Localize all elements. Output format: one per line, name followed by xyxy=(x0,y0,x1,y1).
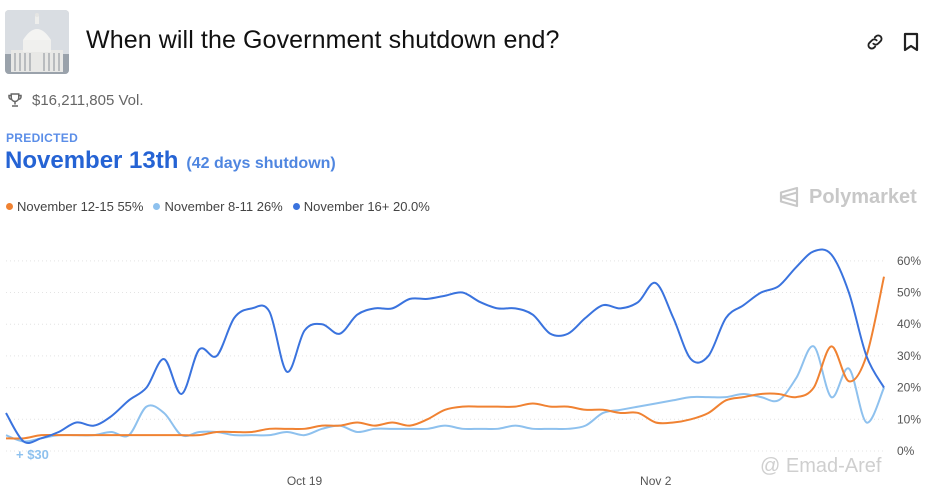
series-lines xyxy=(5,248,885,444)
y-tick-label: 30% xyxy=(897,349,921,363)
legend-item-nov-16-plus[interactable]: November 16+ 20.0% xyxy=(292,199,430,214)
legend-dot xyxy=(6,203,13,210)
series-line-november-16-[interactable] xyxy=(5,248,885,444)
x-tick-label: Nov 2 xyxy=(640,474,672,488)
predicted-value: November 13th xyxy=(5,147,179,174)
link-icon xyxy=(867,34,883,50)
legend-label: November 12-15 55% xyxy=(17,199,144,214)
y-tick-label: 10% xyxy=(897,412,921,426)
legend-label: November 16+ 20.0% xyxy=(303,199,430,214)
x-tick-label: Oct 19 xyxy=(287,474,323,488)
predicted-row: November 13th (42 days shutdown) xyxy=(5,147,336,175)
series-line-november-8-11[interactable] xyxy=(5,345,885,443)
volume-row: $16,211,805 Vol. xyxy=(6,91,144,109)
legend-dot xyxy=(292,203,300,210)
legend-dot xyxy=(153,203,161,210)
market-title: When will the Government shutdown end? xyxy=(86,26,560,54)
capitol-building-image xyxy=(5,10,69,74)
chart-legend: November 12-15 55% November 8-11 26% Nov… xyxy=(6,199,430,214)
legend-item-nov-8-11[interactable]: November 8-11 26% xyxy=(153,199,283,214)
x-axis-ticks: Oct 19 Nov 2 xyxy=(287,474,672,488)
watermark-text: @ Emad-Aref xyxy=(760,455,882,477)
price-history-chart[interactable]: 0% 10% 20% 30% 40% 50% 60% Oct 19 Nov 2 + $30 xyxy=(0,230,936,494)
y-tick-label: 0% xyxy=(897,444,915,458)
chart-annotation: + $30 xyxy=(16,447,49,462)
series-line-november-12-15[interactable] xyxy=(5,276,885,440)
y-tick-label: 40% xyxy=(897,317,921,331)
predicted-label: PREDICTED xyxy=(6,131,79,145)
polymarket-brand: Polymarket xyxy=(777,185,917,209)
market-thumbnail xyxy=(5,10,69,74)
y-tick-label: 20% xyxy=(897,381,921,395)
y-tick-label: 60% xyxy=(897,254,921,268)
copy-link-button[interactable] xyxy=(863,30,887,54)
y-tick-label: 50% xyxy=(897,286,921,300)
legend-label: November 8-11 26% xyxy=(164,199,283,214)
volume-text: $16,211,805 Vol. xyxy=(32,91,144,109)
bookmark-button[interactable] xyxy=(899,30,923,54)
watermark: @ Emad-Aref xyxy=(760,455,881,478)
y-axis-ticks: 0% 10% 20% 30% 40% 50% 60% xyxy=(897,254,921,458)
polymarket-logo-icon xyxy=(779,186,799,208)
bookmark-icon xyxy=(903,32,919,52)
legend-item-nov-12-15[interactable]: November 12-15 55% xyxy=(6,199,143,214)
trophy-icon xyxy=(8,93,22,107)
predicted-subtitle: (42 days shutdown) xyxy=(186,155,336,172)
brand-name: Polymarket xyxy=(809,185,917,208)
